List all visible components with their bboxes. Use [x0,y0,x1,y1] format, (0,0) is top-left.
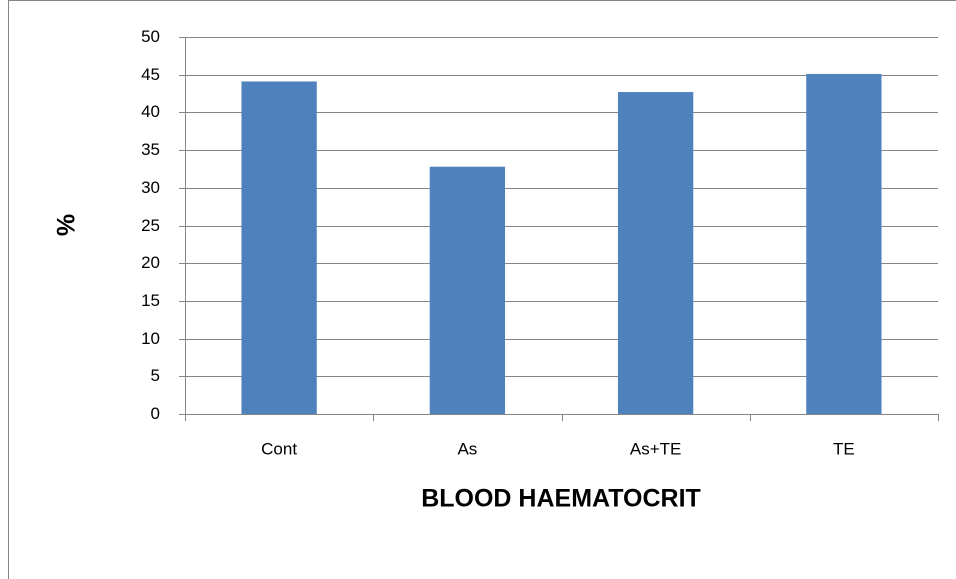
y-tick-label: 50 [141,27,160,46]
x-axis-title: BLOOD HAEMATOCRIT [421,485,701,513]
y-tick-label: 40 [141,102,160,121]
bar [617,92,694,415]
x-tick-label: As [457,439,477,458]
x-tick-label: As+TE [630,439,682,458]
chart-frame [8,0,956,579]
x-tick-label: Cont [261,439,297,458]
bar [429,166,506,414]
y-tick-label: 25 [141,216,160,235]
y-tick-label: 0 [151,404,160,423]
y-tick-label: 35 [141,140,160,159]
y-tick-label: 45 [141,65,160,84]
y-tick-label: 10 [141,329,160,348]
bar [806,73,882,415]
x-tick-label: TE [833,439,855,458]
y-tick-label: 30 [141,178,160,197]
y-tick-label: 20 [141,253,160,272]
y-tick-label: 5 [151,366,160,385]
bar [241,81,317,415]
y-tick-label: 15 [141,291,160,310]
y-axis-title: % [53,214,81,236]
